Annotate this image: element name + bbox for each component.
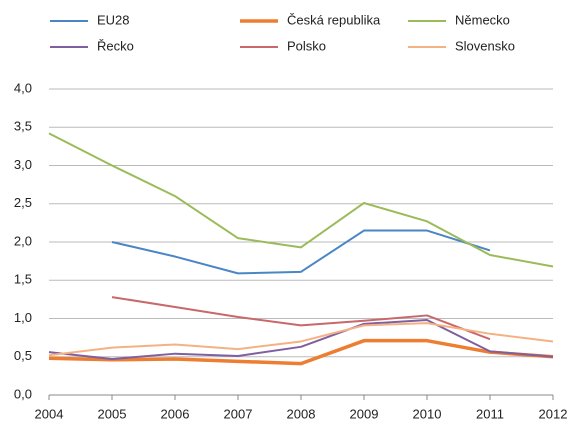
series-line: [48, 338, 554, 366]
legend-label: Slovensko: [455, 38, 515, 53]
y-tick-label: 4,0: [14, 80, 32, 95]
x-tick-label: 2009: [350, 406, 379, 421]
y-tick-label: 1,5: [14, 272, 32, 287]
x-tick-label: 2006: [161, 406, 190, 421]
x-tick-label: 2008: [287, 406, 316, 421]
series-line: [111, 229, 491, 275]
x-tick-label: 2011: [476, 406, 504, 421]
legend-label: Řecko: [97, 38, 134, 53]
legend-label: Německo: [455, 12, 510, 27]
x-tick-label: 2012: [539, 406, 568, 421]
x-tick-label: 2007: [224, 406, 253, 421]
y-tick-label: 0,5: [14, 348, 32, 363]
x-tick-label: 2005: [98, 406, 127, 421]
y-tick-label: 3,5: [14, 119, 32, 134]
y-tick-label: 3,0: [14, 157, 32, 172]
y-tick-label: 0,0: [14, 386, 32, 401]
series-line: [48, 132, 554, 268]
series-line: [111, 296, 491, 341]
x-tick-label: 2010: [413, 406, 442, 421]
y-tick-label: 1,0: [14, 310, 32, 325]
legend-label: Polsko: [287, 38, 326, 53]
series-line: [48, 322, 554, 357]
legend-label: Česká republika: [287, 12, 381, 27]
y-tick-label: 2,0: [14, 233, 32, 248]
series-line: [48, 319, 554, 361]
x-tick-label: 2004: [35, 406, 64, 421]
y-tick-label: 2,5: [14, 195, 32, 210]
legend-label: EU28: [97, 12, 130, 27]
